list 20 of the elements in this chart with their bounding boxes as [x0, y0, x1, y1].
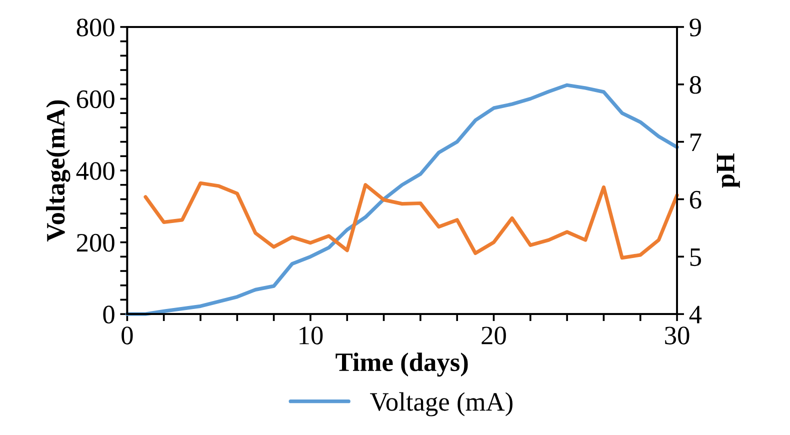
x-axis-title: Time (days) [336, 352, 468, 377]
y-tick-label: 200 [76, 234, 114, 252]
y-tick-label: 0 [103, 306, 114, 324]
y2-tick-label: 8 [690, 76, 702, 94]
x-tick-label: 0 [122, 326, 133, 344]
y-tick-label: 400 [76, 162, 114, 180]
line-series [144, 181, 679, 260]
y-tick-label: 800 [76, 18, 114, 36]
y2-tick-label: 6 [690, 190, 702, 209]
x-tick-label: 20 [482, 326, 506, 344]
y-tick-label: 600 [76, 90, 114, 108]
legend-label: Voltage (mA) [370, 392, 512, 416]
x-tick-label: 30 [665, 326, 690, 344]
y-axis-title: Voltage(mA) [46, 100, 70, 242]
y2-tick-label: 4 [689, 306, 702, 324]
y2-tick-label: 5 [690, 248, 701, 266]
x-tick-label: 10 [300, 326, 323, 344]
y2-tick-label: 7 [690, 134, 702, 151]
y2-axis-title: pH [716, 153, 740, 188]
y2-tick-label: 9 [690, 18, 701, 36]
